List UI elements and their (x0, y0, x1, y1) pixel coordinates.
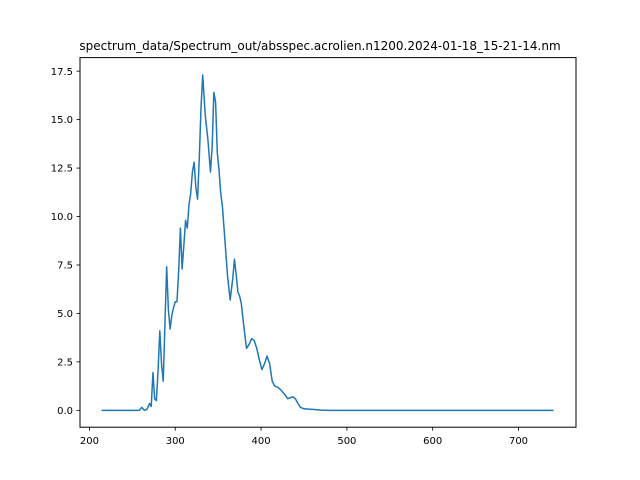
x-tick-label: 400 (252, 436, 271, 447)
x-tick-label: 500 (337, 436, 356, 447)
y-tick-label: 10.0 (51, 212, 73, 223)
y-tick-label: 5.0 (57, 309, 73, 320)
x-tick-label: 200 (80, 436, 99, 447)
x-tick-label: 600 (423, 436, 442, 447)
y-tick-label: 0.0 (57, 406, 73, 417)
y-axis: 0.0 2.5 5.0 7.5 10.0 12.5 15.0 17.5 (51, 67, 80, 417)
y-tick-label: 15.0 (51, 115, 73, 126)
series-layer (101, 74, 554, 412)
chart-title: spectrum_data/Spectrum_out/absspec.acrol… (79, 39, 560, 53)
y-tick-label: 12.5 (51, 164, 73, 175)
series-line-1 (101, 74, 554, 412)
x-axis: 200 300 400 500 600 700 (80, 427, 528, 447)
plot-area (79, 57, 577, 428)
y-tick-label: 2.5 (57, 357, 73, 368)
y-tick-label: 17.5 (51, 67, 73, 78)
x-tick-label: 700 (509, 436, 528, 447)
axes-frame (79, 57, 577, 428)
x-tick-label: 300 (166, 436, 185, 447)
y-tick-label: 7.5 (57, 261, 73, 272)
